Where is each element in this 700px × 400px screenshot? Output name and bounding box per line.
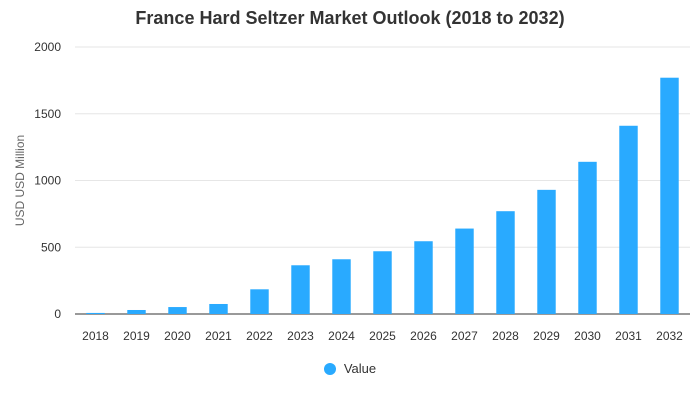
bar[interactable] (414, 241, 433, 314)
x-tick-label: 2021 (205, 329, 232, 343)
y-tick-label: 0 (54, 307, 61, 321)
y-tick-label: 2000 (34, 40, 61, 54)
bar[interactable] (373, 251, 392, 314)
chart-title: France Hard Seltzer Market Outlook (2018… (135, 8, 565, 28)
bar[interactable] (291, 265, 310, 314)
x-tick-label: 2031 (615, 329, 642, 343)
legend[interactable]: Value (0, 361, 700, 376)
x-tick-label: 2026 (410, 329, 437, 343)
x-tick-label: 2022 (246, 329, 273, 343)
x-tick-label: 2030 (574, 329, 601, 343)
y-axis-title: USD USD Million (13, 135, 27, 226)
x-tick-label: 2018 (82, 329, 109, 343)
bar[interactable] (209, 303, 228, 314)
bar[interactable] (127, 309, 146, 314)
y-tick-label: 1000 (34, 174, 61, 188)
x-tick-label: 2029 (533, 329, 560, 343)
bar[interactable] (250, 289, 269, 314)
bar[interactable] (660, 77, 679, 314)
legend-label: Value (343, 361, 377, 376)
x-tick-label: 2019 (123, 329, 150, 343)
bar[interactable] (537, 189, 556, 314)
bar[interactable] (168, 307, 187, 314)
legend-marker-icon (323, 362, 336, 375)
x-tick-label: 2025 (369, 329, 396, 343)
bar[interactable] (496, 211, 515, 314)
y-tick-label: 500 (41, 240, 61, 254)
x-tick-label: 2024 (328, 329, 355, 343)
bar[interactable] (86, 312, 105, 314)
y-tick-label: 1500 (34, 107, 61, 121)
x-tick-label: 2027 (451, 329, 478, 343)
x-tick-label: 2032 (656, 329, 683, 343)
bar[interactable] (578, 161, 597, 314)
x-tick-label: 2023 (287, 329, 314, 343)
x-tick-label: 2020 (164, 329, 191, 343)
bar[interactable] (455, 228, 474, 314)
legend-item-value[interactable]: Value (323, 361, 377, 376)
x-tick-label: 2028 (492, 329, 519, 343)
bar[interactable] (332, 259, 351, 314)
bar[interactable] (619, 125, 638, 314)
